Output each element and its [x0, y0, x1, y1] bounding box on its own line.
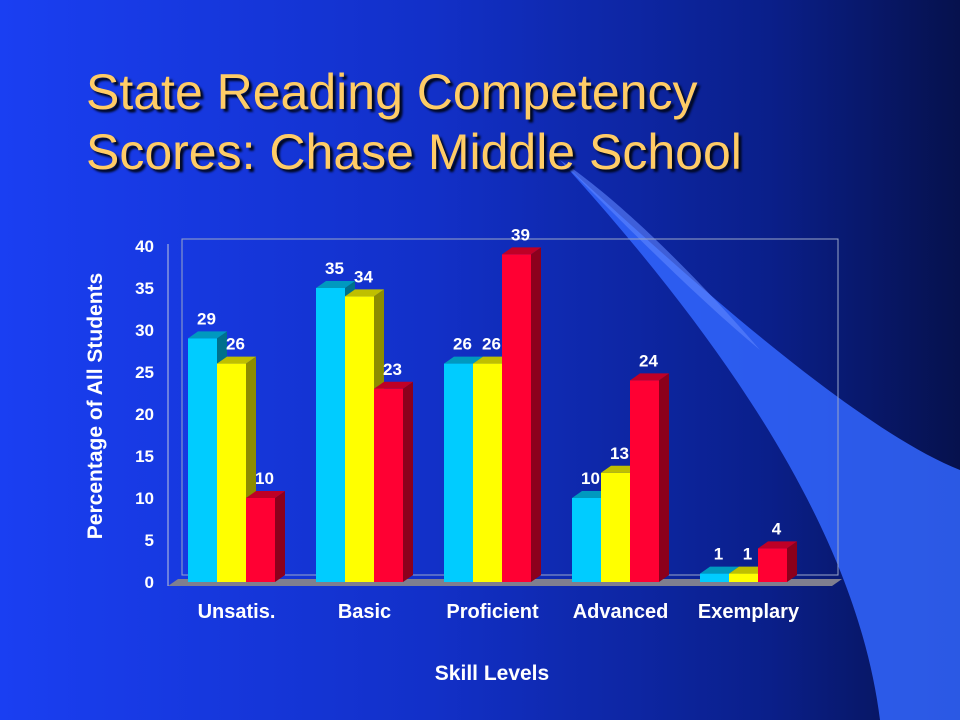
bar	[473, 363, 502, 582]
background-decoration	[560, 160, 960, 720]
data-label: 26	[226, 335, 245, 354]
bar-side	[531, 247, 541, 582]
bar	[572, 498, 601, 582]
data-label: 23	[383, 360, 402, 379]
y-tick-label: 10	[135, 489, 154, 508]
bar	[444, 363, 473, 582]
bar-side	[275, 491, 285, 582]
y-tick-label: 30	[135, 321, 154, 340]
bar	[316, 288, 345, 582]
bar	[345, 296, 374, 582]
bar	[246, 498, 275, 582]
bar	[630, 380, 659, 582]
bar	[729, 573, 758, 582]
y-tick-label: 25	[135, 363, 154, 382]
y-tick-label: 35	[135, 279, 154, 298]
data-label: 35	[325, 259, 344, 278]
y-tick-label: 0	[145, 573, 154, 592]
bar-side	[787, 541, 797, 582]
page-title: State Reading Competency Scores: Chase M…	[86, 62, 906, 182]
data-label: 39	[511, 225, 530, 244]
bar-top	[700, 566, 739, 574]
y-tick-label: 40	[135, 237, 154, 256]
bar	[758, 548, 787, 582]
bar-top	[374, 381, 413, 389]
bar-side	[403, 381, 413, 582]
bar	[601, 472, 630, 582]
bar	[502, 254, 531, 582]
plot-area: 0 5 10 15 20 25 30 35 40 29 26 10 Unsatis. 35 34 23 Basi…	[84, 225, 842, 685]
y-tick-label: 5	[145, 531, 154, 550]
x-tick-label: Basic	[338, 601, 391, 623]
data-label: 10	[255, 469, 274, 488]
bar-top	[502, 247, 541, 255]
y-tick-label: 15	[135, 447, 154, 466]
bar-top	[444, 356, 483, 364]
x-axis-label: Skill Levels	[435, 662, 549, 685]
title-line-2: Scores: Chase Middle School	[86, 124, 742, 180]
data-label: 10	[581, 469, 600, 488]
bar	[217, 363, 246, 582]
title-line-1: State Reading Competency	[86, 64, 698, 120]
bar-top	[316, 281, 355, 288]
data-label: 1	[714, 545, 723, 564]
bar	[700, 573, 729, 582]
bar-side	[659, 373, 669, 582]
y-axis-label: Percentage of All Students	[84, 273, 107, 539]
data-label: 13	[610, 444, 629, 463]
data-label: 26	[482, 335, 501, 354]
bar-top	[246, 491, 285, 498]
x-tick-label: Advanced	[573, 601, 669, 623]
bar-top	[217, 356, 256, 364]
data-label: 26	[453, 335, 472, 354]
bar-top	[188, 331, 227, 339]
y-tick-label: 20	[135, 405, 154, 424]
data-label: 4	[772, 519, 782, 538]
bar-top	[630, 373, 669, 381]
x-tick-label: Proficient	[446, 601, 539, 623]
bar-top	[758, 541, 797, 549]
bar-top	[345, 289, 384, 297]
x-tick-label: Exemplary	[698, 601, 800, 623]
bar	[374, 388, 403, 582]
data-label: 29	[197, 309, 216, 328]
data-label: 1	[743, 545, 752, 564]
data-label: 24	[639, 351, 658, 370]
bar	[188, 338, 217, 582]
x-tick-label: Unsatis.	[198, 601, 276, 623]
data-label: 34	[354, 267, 373, 286]
